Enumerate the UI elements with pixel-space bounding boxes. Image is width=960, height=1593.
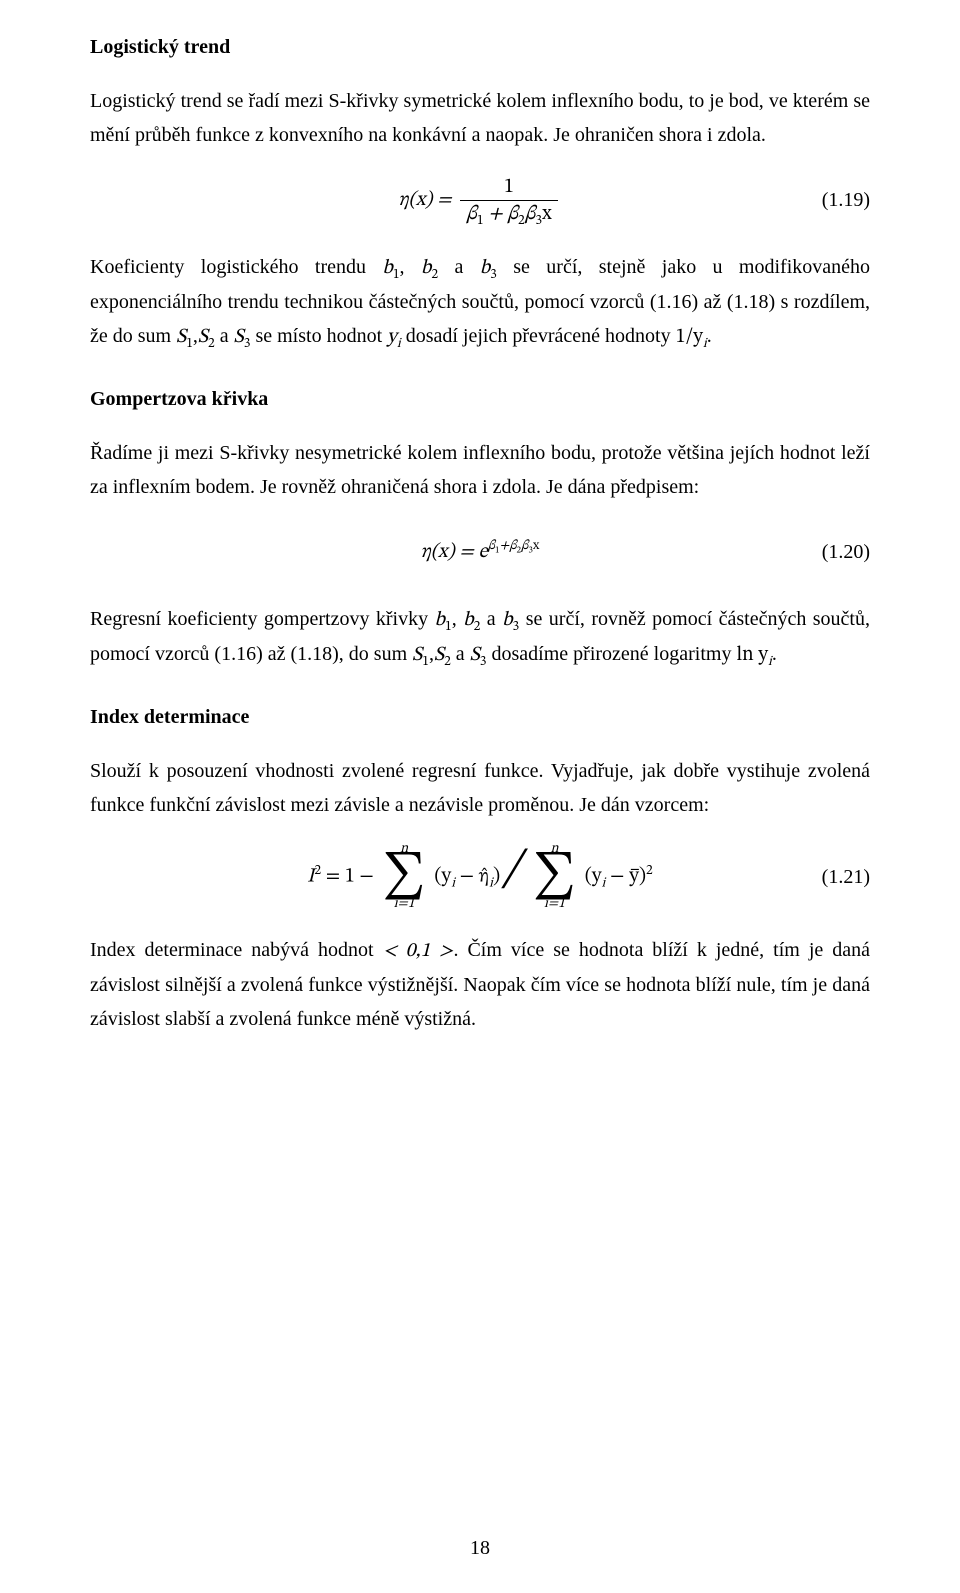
heading-index: Index determinace: [90, 700, 870, 734]
gompertz-coeffs: Regresní koeficienty gompertzovy křivky …: [90, 602, 870, 672]
index-conclusion: Index determinace nabývá hodnot < 0,1 >.…: [90, 933, 870, 1036]
equation-1-20: η(x) = eβ1+β2β3x (1.20): [90, 524, 870, 580]
logistic-coeffs: Koeficienty logistického trendu b1, b2 a…: [90, 250, 870, 354]
equation-1-21: I2 = 1 − n ∑ i=1 (yi − η̂i) ⁄ n ∑ i=1 (y…: [90, 842, 870, 911]
gompertz-intro: Řadíme ji mezi S-křivky nesymetrické kol…: [90, 436, 870, 504]
big-slash-icon: ⁄: [505, 857, 524, 891]
logistic-intro: Logistický trend se řadí mezi S-křivky s…: [90, 84, 870, 152]
summation-icon: n ∑ i=1: [529, 842, 580, 911]
document-page: Logistický trend Logistický trend se řad…: [0, 0, 960, 1593]
eq-1-20-body: η(x) = eβ1+β2β3x: [421, 535, 540, 569]
eq-1-19-body: η(x) = 1 β1 + β2β3x: [398, 176, 561, 225]
eq-num-1-21: (1.21): [653, 860, 870, 894]
eq-1-21-body: I2 = 1 − n ∑ i=1 (yi − η̂i) ⁄ n ∑ i=1 (y…: [307, 842, 653, 911]
summation-icon: n ∑ i=1: [379, 842, 430, 911]
index-intro: Slouží k posouzení vhodnosti zvolené reg…: [90, 754, 870, 822]
heading-logistic: Logistický trend: [90, 30, 870, 64]
eq-num-1-20: (1.20): [539, 535, 870, 569]
page-number: 18: [0, 1531, 960, 1565]
equation-1-19: η(x) = 1 β1 + β2β3x (1.19): [90, 172, 870, 228]
eq-num-1-19: (1.19): [562, 183, 870, 217]
heading-gompertz: Gompertzova křivka: [90, 382, 870, 416]
